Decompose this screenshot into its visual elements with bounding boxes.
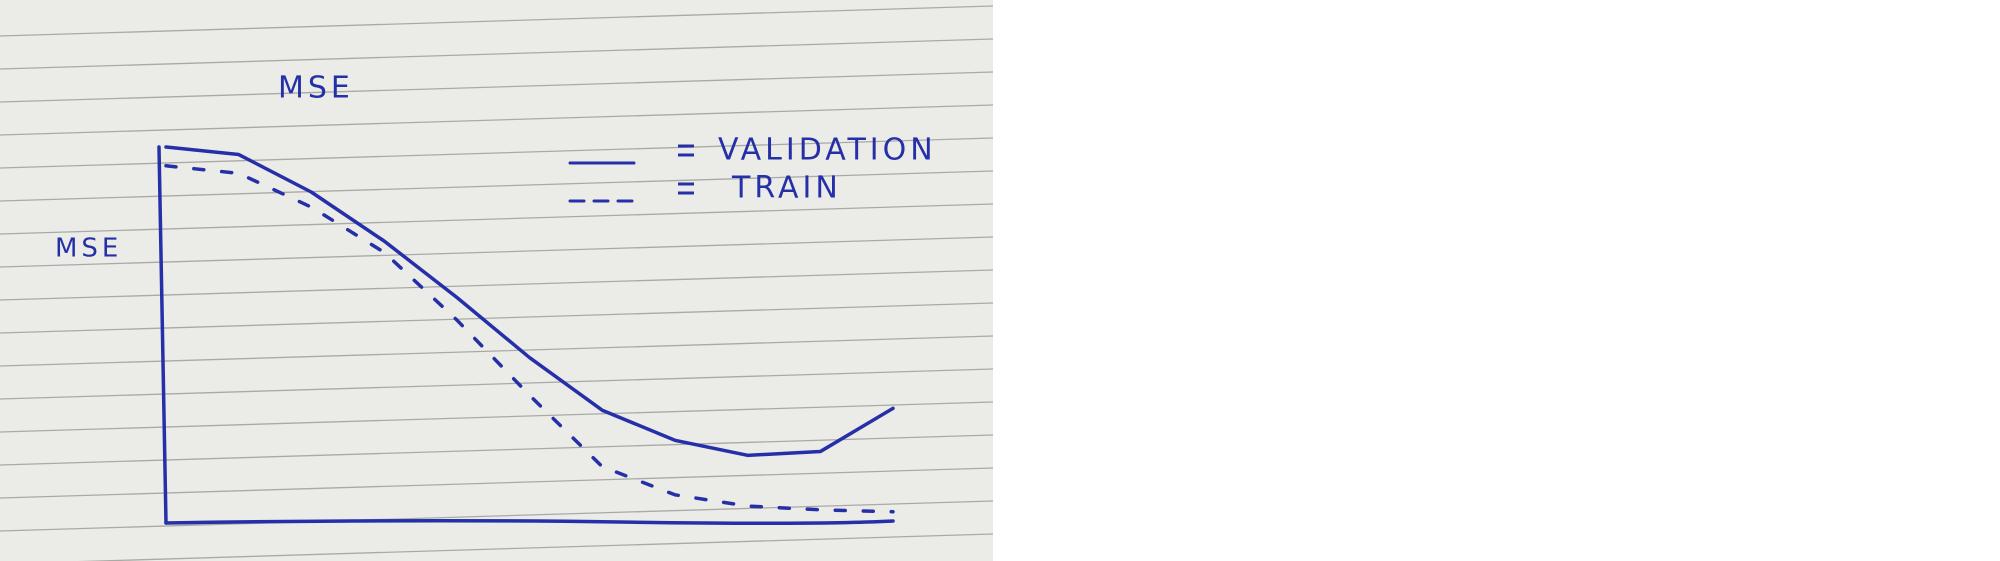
legend-label: TRAIN <box>731 171 842 206</box>
ruled-lines <box>0 5 994 561</box>
rule-line <box>0 500 994 532</box>
rule-line <box>0 104 994 136</box>
legend-label: VALIDATION <box>718 133 937 168</box>
rule-line <box>0 137 994 169</box>
rule-line <box>0 71 994 103</box>
rule-line <box>0 302 994 334</box>
paper <box>0 0 993 561</box>
rule-line <box>0 269 994 301</box>
series-line <box>164 145 895 458</box>
rule-line <box>0 38 994 70</box>
rule-line <box>0 335 994 367</box>
rule-line <box>0 5 994 37</box>
rule-line <box>0 368 994 400</box>
rule-line <box>0 170 994 202</box>
chart-title: MSE <box>278 71 354 106</box>
rule-line <box>77 533 994 561</box>
x-axis <box>164 518 895 526</box>
rule-line <box>0 236 994 268</box>
rule-line <box>0 203 994 235</box>
y-axis <box>157 145 168 525</box>
y-axis-label: MSE <box>55 234 122 264</box>
